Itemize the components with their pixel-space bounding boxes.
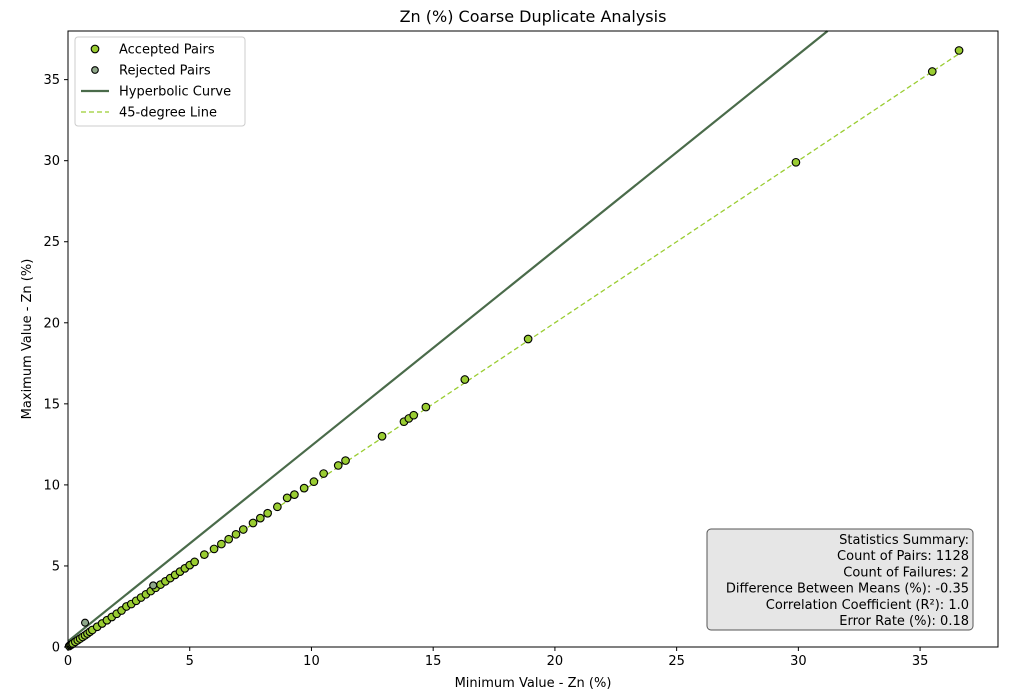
- accepted-pair-point: [209, 544, 219, 554]
- accepted-pair-point: [377, 431, 387, 441]
- stats-line: Count of Failures: 2: [843, 565, 969, 580]
- accepted-pair-point: [290, 490, 299, 499]
- hyperbolic-curve-line: [67, 30, 829, 643]
- legend-label: Accepted Pairs: [119, 43, 215, 58]
- y-tick-label: 15: [43, 397, 60, 412]
- accepted-pair-point: [309, 477, 319, 487]
- accepted-pair-point: [341, 456, 350, 465]
- stats-box: Statistics Summary:Count of Pairs: 1128C…: [706, 528, 974, 631]
- legend-label: Rejected Pairs: [119, 64, 211, 79]
- x-axis-ticks: 0 5 10 15 20 25 30 35: [64, 647, 929, 669]
- x-axis-title: Minimum Value - Zn (%): [455, 676, 612, 691]
- stats-heading: Statistics Summary:: [839, 533, 969, 548]
- accepted-pair-point: [273, 502, 282, 512]
- legend-frame: [74, 36, 246, 127]
- x-tick-label: 25: [668, 654, 685, 669]
- y-tick-label: 5: [52, 559, 60, 574]
- accepted-pair-point: [248, 518, 258, 528]
- accepted-pair-point: [954, 46, 964, 55]
- y-axis-ticks: 0 5 10 15 20 25 30 35: [43, 73, 68, 656]
- stats-line: Correlation Coefficient (R²): 1.0: [766, 598, 969, 613]
- plot-frame: [67, 30, 999, 648]
- y-tick-label: 25: [43, 235, 60, 250]
- accepted-pair-point: [523, 334, 533, 344]
- y-tick-label: 35: [43, 73, 60, 88]
- x-tick-label: 10: [303, 654, 320, 669]
- accepted-pair-point: [263, 508, 272, 518]
- accepted-pair-point: [224, 534, 234, 544]
- accepted-pair-point: [217, 539, 226, 549]
- accepted-pair-point: [333, 461, 343, 470]
- accepted-pair-point: [190, 557, 199, 567]
- legend-label: Hyperbolic Curve: [119, 85, 231, 100]
- x-tick-label: 35: [912, 654, 929, 669]
- y-tick-label: 10: [43, 478, 60, 493]
- accepted-pair-point: [199, 550, 209, 559]
- x-tick-label: 20: [547, 654, 564, 669]
- accepted-pair-point: [231, 529, 241, 539]
- accepted-pair-point: [460, 375, 470, 384]
- x-tick-label: 0: [64, 654, 72, 669]
- x-tick-label: 15: [425, 654, 442, 669]
- chart-title: Zn (%) Coarse Duplicate Analysis: [400, 7, 667, 26]
- legend-label: 45-degree Line: [119, 106, 217, 121]
- accepted-pair-point: [927, 67, 937, 76]
- legend: Accepted Pairs Rejected Pairs Hyperbolic C…: [74, 36, 246, 127]
- accepted-pair-point: [238, 525, 248, 534]
- legend-rejected-marker: [91, 66, 99, 74]
- stats-line: Error Rate (%): 0.18: [839, 614, 969, 629]
- stats-line: Count of Pairs: 1128: [837, 549, 969, 564]
- accepted-pair-point: [791, 157, 801, 167]
- stats-line: Difference Between Means (%): -0.35: [726, 582, 969, 597]
- x-tick-label: 5: [186, 654, 194, 669]
- accepted-pair-point: [255, 513, 265, 523]
- accepted-pair-point: [282, 493, 292, 503]
- stats-box-frame: [706, 528, 974, 631]
- accepted-pair-point: [319, 469, 328, 478]
- y-tick-label: 30: [43, 154, 60, 169]
- rejected-pair-point: [149, 581, 158, 590]
- accepted-pair-point: [409, 410, 419, 420]
- plot-points: [64, 46, 964, 651]
- x-tick-label: 30: [790, 654, 807, 669]
- legend-accepted-marker: [90, 44, 100, 54]
- rejected-pair-point: [80, 618, 90, 627]
- y-tick-label: 20: [43, 316, 60, 331]
- y-axis-title: Maximum Value - Zn (%): [20, 259, 35, 420]
- accepted-pair-point: [421, 402, 431, 412]
- y-tick-label: 0: [52, 641, 60, 656]
- accepted-pair-point: [299, 483, 309, 493]
